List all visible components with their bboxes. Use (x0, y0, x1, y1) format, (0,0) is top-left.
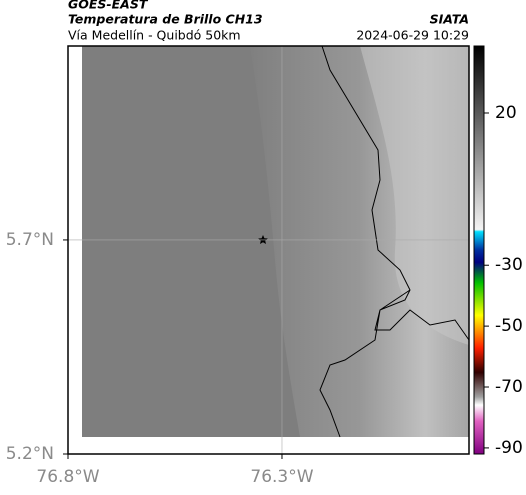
colorbar (473, 45, 485, 455)
colorbar-label: -30 (495, 255, 523, 275)
y-tick-label: 5.7°N (6, 230, 54, 250)
timestamp: 2024-06-29 10:29 (356, 28, 469, 43)
subtitle: Vía Medellín - Quibdó 50km (68, 28, 241, 43)
x-tick-label: 76.8°W (36, 467, 99, 487)
agency: SIATA (430, 12, 469, 27)
source: GOES-EAST (68, 0, 149, 12)
title: Temperatura de Brillo CH13 (68, 12, 263, 27)
x-tick-label: 76.3°W (250, 467, 313, 487)
map-frame (67, 45, 470, 455)
colorbar-label: -90 (495, 438, 523, 458)
border-line (319, 45, 470, 438)
satellite-image (82, 46, 469, 437)
colorbar-label: -50 (495, 316, 523, 336)
colorbar-label: 20 (495, 103, 517, 123)
location-marker (258, 235, 268, 244)
y-tick-label: 5.2°N (6, 444, 54, 464)
colorbar-label: -70 (495, 377, 523, 397)
